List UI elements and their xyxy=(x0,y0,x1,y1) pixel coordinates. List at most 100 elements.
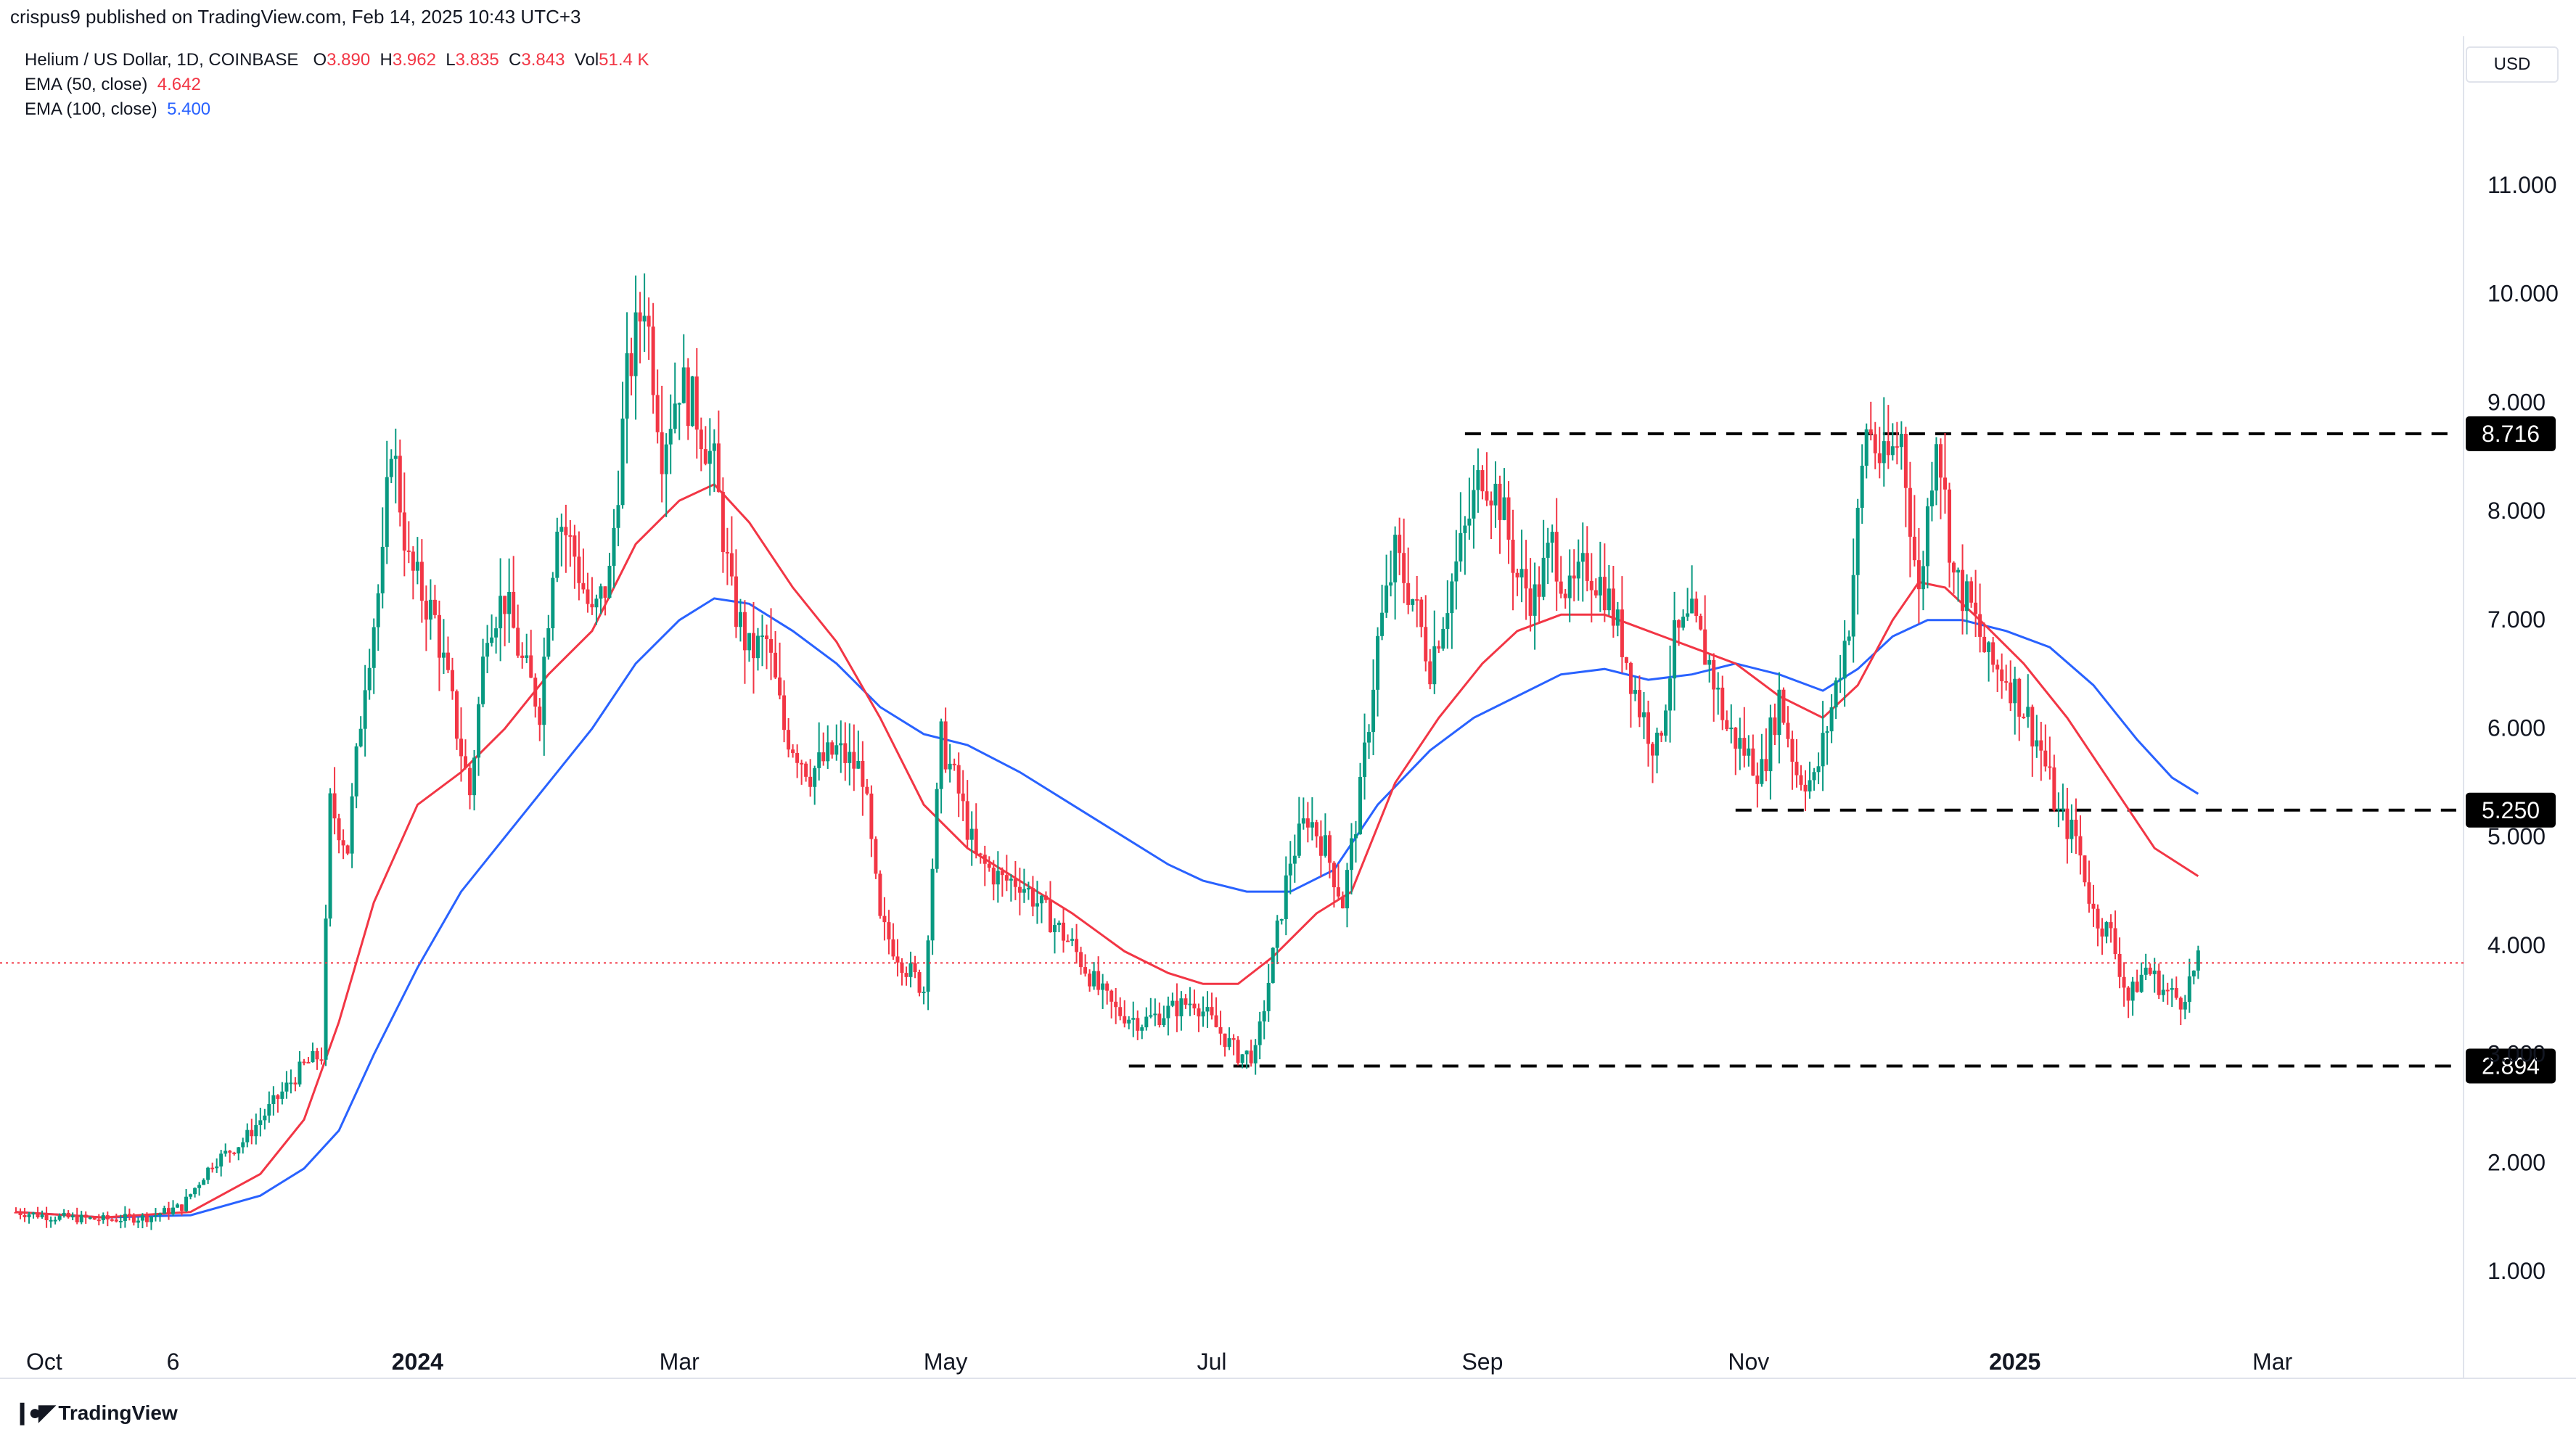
candle-body xyxy=(2178,997,2183,1010)
candle-body xyxy=(2191,970,2196,976)
candle-body xyxy=(1493,483,1498,506)
candle-body xyxy=(1498,483,1502,520)
candle-body xyxy=(1013,878,1017,887)
candle-body xyxy=(2161,989,2165,995)
candle-body xyxy=(804,763,808,777)
candle-body xyxy=(778,677,782,696)
candle-body xyxy=(1799,775,1803,785)
candle-body xyxy=(1411,599,1415,605)
legend-ema50-row[interactable]: EMA (50, close) 4.642 xyxy=(25,73,649,97)
candle-body xyxy=(1052,925,1057,932)
candle-body xyxy=(891,939,895,957)
candle-body xyxy=(1428,661,1432,685)
level-label: 8.716 xyxy=(2482,421,2540,447)
candle-body xyxy=(144,1215,149,1222)
candle-body xyxy=(419,561,424,601)
candle-body xyxy=(197,1185,202,1188)
x-tick-label: Jul xyxy=(1197,1349,1227,1375)
candle-body xyxy=(1144,1016,1149,1028)
ohlc-close-label: C xyxy=(509,50,522,70)
candle-body xyxy=(616,505,620,528)
candle-body xyxy=(913,963,917,973)
candle-body xyxy=(1712,659,1716,690)
x-tick-label: 6 xyxy=(167,1349,180,1375)
candle-body xyxy=(1406,583,1411,605)
candle-body xyxy=(49,1219,53,1222)
candle-body xyxy=(1179,998,1184,1016)
ohlc-low: 3.835 xyxy=(455,50,499,70)
tradingview-footer[interactable]: ❙●◤ TradingView xyxy=(13,1400,178,1425)
candle-body xyxy=(1000,871,1004,876)
candle-body xyxy=(2157,970,2161,995)
candle-body xyxy=(389,458,393,477)
candle-body xyxy=(1860,465,1864,508)
candle-body xyxy=(1903,434,1908,488)
candle-body xyxy=(1725,720,1729,730)
candle-body xyxy=(1022,889,1026,893)
candle-body xyxy=(1969,581,1974,603)
candle-body xyxy=(2013,678,2017,704)
ohlc-close: 3.843 xyxy=(521,50,565,70)
candle-body xyxy=(1585,553,1589,581)
candle-body xyxy=(1197,1008,1201,1017)
candle-body xyxy=(1101,983,1105,990)
candle-body xyxy=(302,1061,306,1063)
candle-body xyxy=(332,793,337,819)
currency-button[interactable]: USD xyxy=(2466,46,2559,83)
candle-body xyxy=(1624,657,1628,663)
candle-body xyxy=(943,721,948,770)
candle-body xyxy=(1734,727,1738,749)
candle-body xyxy=(2017,678,2022,717)
candle-body xyxy=(1039,895,1043,904)
candle-body xyxy=(1660,733,1664,736)
candle-body xyxy=(834,745,839,755)
candle-body xyxy=(1345,870,1349,909)
candle-body xyxy=(542,657,546,725)
tradingview-logo-icon: ❙●◤ xyxy=(13,1401,55,1425)
candle-body xyxy=(1567,575,1572,598)
candle-body xyxy=(2130,982,2135,1001)
candle-body xyxy=(1223,1033,1227,1048)
candle-body xyxy=(2104,922,2109,937)
candle-body xyxy=(176,1204,180,1208)
volume-label: Vol xyxy=(574,50,599,70)
candle-body xyxy=(1244,1050,1249,1055)
volume-value: 51.4 K xyxy=(599,50,649,70)
candle-body xyxy=(2004,681,2009,683)
candle-body xyxy=(2183,1002,2187,1010)
candle-body xyxy=(668,429,673,445)
candle-body xyxy=(904,973,908,977)
candle-body xyxy=(852,752,856,769)
candle-body xyxy=(1476,470,1480,490)
candle-body xyxy=(581,583,586,590)
candle-body xyxy=(861,760,865,787)
candle-body xyxy=(454,691,459,739)
candle-body xyxy=(830,742,834,755)
candle-body xyxy=(1402,553,1406,583)
x-tick-label: 2025 xyxy=(1989,1349,2040,1375)
candle-body xyxy=(747,633,751,651)
candle-body xyxy=(564,527,568,535)
candle-body xyxy=(590,604,594,608)
candle-body xyxy=(817,752,821,768)
candle-body xyxy=(2187,976,2191,1003)
candle-body xyxy=(237,1147,241,1153)
legend-ema100-row[interactable]: EMA (100, close) 5.400 xyxy=(25,97,649,122)
candle-body xyxy=(1292,855,1297,864)
candle-body xyxy=(533,678,538,707)
candle-body xyxy=(568,535,573,537)
candle-body xyxy=(131,1216,136,1223)
candle-body xyxy=(1419,599,1424,627)
y-tick-label: 7.000 xyxy=(2487,606,2546,633)
candle-body xyxy=(393,456,398,459)
candle-body xyxy=(2165,989,2170,992)
candle-body xyxy=(503,596,507,614)
candle-body xyxy=(1092,971,1096,987)
candle-body xyxy=(1004,875,1009,881)
candle-body xyxy=(75,1215,79,1222)
candle-body xyxy=(882,915,887,923)
candle-body xyxy=(459,738,463,757)
level-label-box xyxy=(2466,416,2556,451)
candle-body xyxy=(895,956,900,963)
